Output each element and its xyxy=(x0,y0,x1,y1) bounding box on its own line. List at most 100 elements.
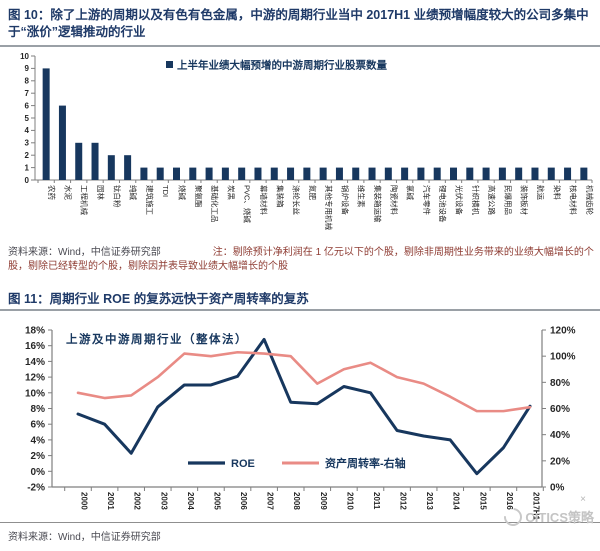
line-x-label: 2004 xyxy=(186,492,195,510)
fig10-note: 注：剔除预计净利润在 1 亿元以下的个股，剔除非周期性业务带来的业绩大幅增长的个… xyxy=(8,247,594,272)
bar-汽车零件 xyxy=(417,167,425,180)
left-axis-tick: 16% xyxy=(25,341,45,352)
bar-x-label: 炭黑 xyxy=(226,185,235,200)
bar-水泥 xyxy=(58,105,66,180)
line-x-label: 2002 xyxy=(133,492,142,510)
line-x-label: 2007 xyxy=(266,492,275,510)
fig11-source: 资料来源：Wind，中信证券研究部 xyxy=(8,532,161,543)
bar-y-tick: 1 xyxy=(25,163,30,172)
bar-y-tick: 10 xyxy=(20,52,29,61)
bar-集装箱运输 xyxy=(368,167,376,180)
bar-基础化工品 xyxy=(205,167,213,180)
line-x-label: 2006 xyxy=(239,492,248,510)
bar-x-label: 集装箱 xyxy=(275,185,285,208)
bar-x-label: 航运 xyxy=(536,185,546,200)
right-axis-tick: 100% xyxy=(550,352,576,363)
bar-x-label: 针织横机 xyxy=(471,185,481,215)
bar-陶瓷材料 xyxy=(384,167,392,180)
bar-x-label: 集装箱运输 xyxy=(373,185,383,223)
bar-y-tick: 3 xyxy=(25,139,30,148)
line-x-label: 2011 xyxy=(372,492,381,510)
bar-x-label: 农药 xyxy=(47,185,57,200)
bar-y-tick: 8 xyxy=(25,77,30,86)
bar-炭黑 xyxy=(221,167,229,180)
bar-维生素 xyxy=(352,167,360,180)
bar-x-label: 机械齿轮 xyxy=(585,185,595,215)
bar-x-label: 氮肥 xyxy=(308,185,318,200)
bar-氮肥 xyxy=(303,167,311,180)
left-axis-tick: -2% xyxy=(27,483,45,494)
bar-y-tick: 0 xyxy=(25,176,30,185)
legend-turnover-label: 资产周转率-右轴 xyxy=(325,456,406,470)
bar-y-tick: 4 xyxy=(25,126,30,135)
bar-x-label: 陶瓷材料 xyxy=(389,185,399,215)
series-资产周转率-右轴 xyxy=(76,350,532,413)
line-x-label: 2000 xyxy=(80,492,89,510)
bar-PVC、烧碱 xyxy=(238,167,246,180)
bar-装饰板材 xyxy=(515,167,523,180)
right-axis-tick: 120% xyxy=(550,326,576,337)
fig11-title-rule xyxy=(0,309,600,311)
bar-航运 xyxy=(531,167,539,180)
watermark-label: CITICS策略 xyxy=(525,510,594,525)
fig10-title: 图 10：除了上游的周期以及有色有色金属，中游的周期行业当中 2017H1 业绩… xyxy=(8,8,589,39)
right-axis-tick: 80% xyxy=(550,378,570,389)
bar-涤纶长丝 xyxy=(287,167,295,180)
bar-烧碱 xyxy=(173,167,180,180)
bar-x-label: 纯碱 xyxy=(129,185,139,200)
bar-x-label: 高速公路 xyxy=(487,185,497,215)
line-x-label: 2008 xyxy=(292,492,301,510)
left-axis-tick: 4% xyxy=(31,435,46,446)
left-axis-tick: 18% xyxy=(25,326,45,337)
line-x-label: 2005 xyxy=(212,492,221,510)
bar-x-label: 幕墙材料 xyxy=(259,185,269,215)
bar-针织横机 xyxy=(466,167,474,180)
left-axis-tick: 8% xyxy=(31,404,46,415)
bar-x-label: 水泥 xyxy=(63,185,73,200)
bar-锅炉设备 xyxy=(335,167,343,180)
bar-x-label: 民爆用品 xyxy=(503,185,513,215)
right-axis-tick: 0% xyxy=(550,483,565,494)
bar-x-label: 氯碱 xyxy=(406,185,416,200)
bar-x-label: 工程机械 xyxy=(80,185,90,215)
bar-x-label: 基础化工品 xyxy=(210,185,220,223)
bar-x-label: 装饰板材 xyxy=(520,185,530,215)
right-axis-tick: 40% xyxy=(550,430,570,441)
bar-x-label: 建筑施工 xyxy=(145,185,155,215)
bar-x-label: 其他专用机械 xyxy=(324,185,334,230)
bar-x-label: 维生素 xyxy=(357,185,367,208)
citics-logo-icon xyxy=(500,503,527,530)
bar-x-label: 汽车零件 xyxy=(422,185,432,215)
bar-建筑施工 xyxy=(140,167,148,180)
bar-x-label: 钛白粉 xyxy=(112,185,122,208)
left-axis-tick: 12% xyxy=(25,373,45,384)
chart-annotation: 上游及中游周期行业（整体法） xyxy=(66,332,248,346)
bar-高速公路 xyxy=(482,167,490,180)
bar-x-label: 锂电池设备 xyxy=(438,185,448,223)
line-x-label: 2017H1 xyxy=(532,492,541,521)
bar-钛白粉 xyxy=(107,155,115,180)
fig10-source: 资料来源：Wind，中信证券研究部 xyxy=(8,247,161,258)
bar-纯碱 xyxy=(124,155,132,180)
bar-幕墙材料 xyxy=(254,167,262,180)
bar-园林 xyxy=(91,142,99,180)
bar-y-tick: 2 xyxy=(25,151,30,160)
bar-y-tick: 6 xyxy=(25,101,30,110)
bar-x-label: 核电材料 xyxy=(569,185,579,215)
left-axis-tick: 0% xyxy=(31,467,46,478)
bar-氯碱 xyxy=(401,167,409,180)
left-axis-tick: 6% xyxy=(31,420,46,431)
fig10-notes: 资料来源：Wind，中信证券研究部 注：剔除预计净利润在 1 亿元以下的个股，剔除… xyxy=(8,246,594,274)
series-ROE xyxy=(76,337,532,476)
bar-农药 xyxy=(42,68,50,180)
left-axis-tick: 10% xyxy=(25,388,45,399)
watermark: CITICS策略 xyxy=(500,503,594,530)
line-x-label: 2012 xyxy=(399,492,408,510)
bar-机械齿轮 xyxy=(580,167,588,180)
legend-roe-label: ROE xyxy=(231,458,255,470)
line-x-label: 2003 xyxy=(159,492,168,510)
bar-x-label: 锅炉设备 xyxy=(340,185,350,215)
right-axis-tick: 60% xyxy=(550,404,570,415)
bar-y-tick: 9 xyxy=(25,64,30,73)
bar-x-label: 涤纶长丝 xyxy=(292,185,302,215)
